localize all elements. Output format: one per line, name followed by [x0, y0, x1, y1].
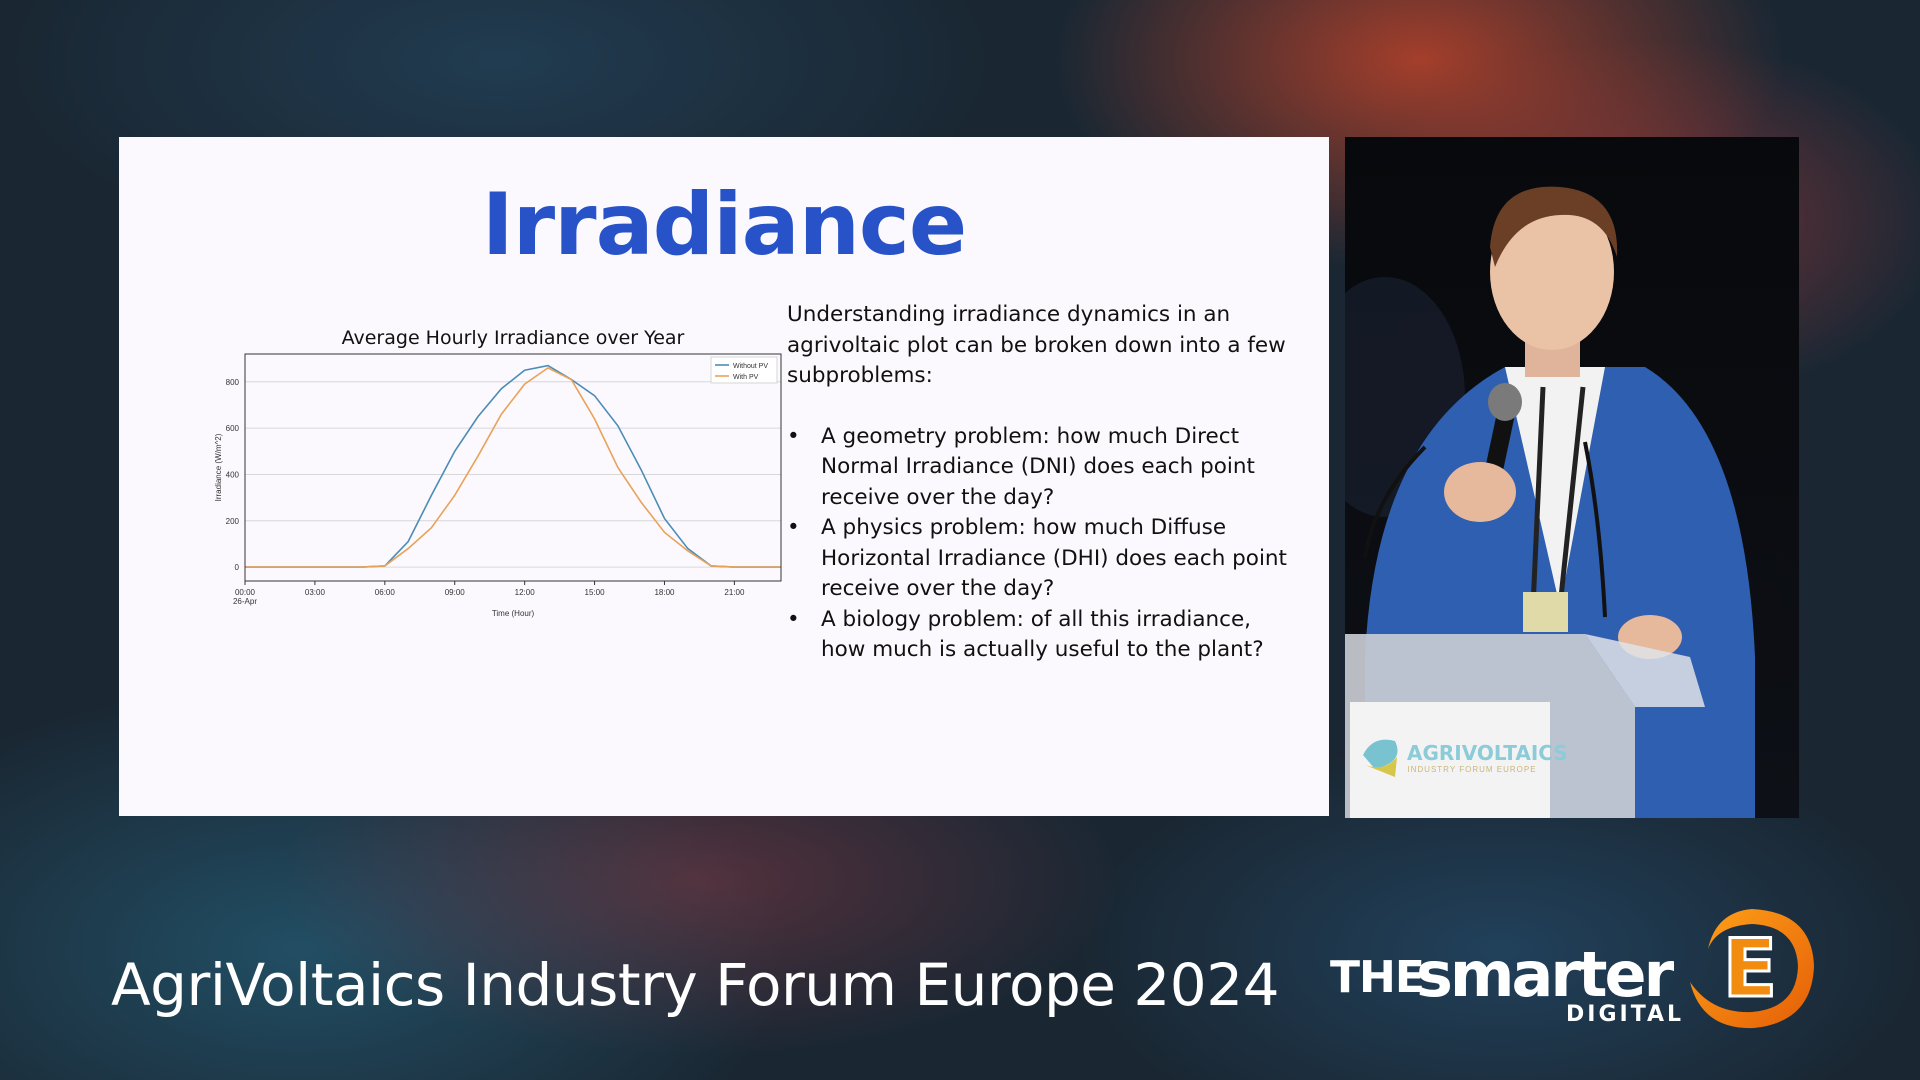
legend-label: Without PV — [733, 363, 768, 370]
x-tick-label: 00:00 — [235, 588, 256, 597]
logo-smarter-text: smarter — [1416, 938, 1674, 1011]
x-tick-label: 03:00 — [305, 588, 326, 597]
x-tick-label: 06:00 — [375, 588, 396, 597]
y-tick-label: 400 — [226, 470, 240, 479]
bullet-text: A physics problem: how much Diffuse Hori… — [821, 515, 1287, 601]
x-tick-sublabel: 26-Apr — [233, 597, 257, 606]
logo-digital-text: DIGITAL — [1566, 1002, 1685, 1027]
slide-text-block: Understanding irradiance dynamics in an … — [787, 300, 1287, 666]
y-tick-label: 200 — [226, 517, 240, 526]
logo-e-mark-icon: E — [1690, 909, 1814, 1029]
presentation-slide: Irradiance Average Hourly Irradiance ove… — [119, 137, 1329, 816]
y-tick-label: 0 — [235, 563, 240, 572]
podium-sign-subtitle: INDUSTRY FORUM EUROPE — [1407, 765, 1537, 774]
bullet-text: A geometry problem: how much Direct Norm… — [821, 423, 1255, 510]
event-title: AgriVoltaics Industry Forum Europe 2024 — [111, 951, 1280, 1019]
slide-title: Irradiance — [481, 175, 967, 275]
bullet-item: • A physics problem: how much Diffuse Ho… — [787, 513, 1287, 605]
logo-e-letter: E — [1723, 922, 1778, 1015]
logo-the-text: THE — [1330, 952, 1425, 1003]
chart-svg: Average Hourly Irradiance over Year 0 200 4… — [214, 327, 782, 618]
speaker-video-panel: AGRIVOLTAICS INDUSTRY FORUM EUROPE — [1345, 137, 1799, 818]
bullet-item: • A geometry problem: how much Direct No… — [787, 422, 1287, 514]
bullet-list: • A geometry problem: how much Direct No… — [787, 422, 1287, 666]
y-tick-label: 600 — [226, 424, 240, 433]
chart-title: Average Hourly Irradiance over Year — [342, 329, 685, 349]
bullet-text: A biology problem: of all this irradianc… — [821, 606, 1264, 663]
bullet-item: • A biology problem: of all this irradia… — [787, 605, 1287, 666]
series-line — [245, 366, 781, 568]
podium-sign-title: AGRIVOLTAICS — [1407, 741, 1568, 765]
bullet-dot: • — [787, 606, 800, 632]
x-tick-label: 15:00 — [585, 588, 606, 597]
series-line — [245, 364, 781, 568]
x-tick-label: 18:00 — [654, 588, 675, 597]
legend-box — [710, 356, 778, 384]
bullet-dot: • — [787, 515, 800, 540]
y-tick-label: 800 — [226, 378, 240, 387]
irradiance-chart: Average Hourly Irradiance over Year 0 200 4… — [164, 327, 884, 669]
y-axis-label: Irradiance (W/m^2) — [214, 433, 223, 501]
speaker-photo — [1345, 186, 1755, 818]
intro-paragraph: Understanding irradiance dynamics in an … — [787, 302, 1286, 388]
smarter-digital-logo: THE smarter DIGITAL E — [1330, 900, 1820, 1040]
plot-frame — [244, 353, 782, 582]
x-tick-label: 12:00 — [515, 588, 536, 597]
x-tick-label: 09:00 — [445, 588, 466, 597]
legend-label: With PV — [733, 374, 759, 381]
x-tick-label: 21:00 — [724, 588, 745, 597]
bullet-dot: • — [787, 423, 800, 449]
x-axis-label: Time (Hour) — [492, 609, 535, 618]
